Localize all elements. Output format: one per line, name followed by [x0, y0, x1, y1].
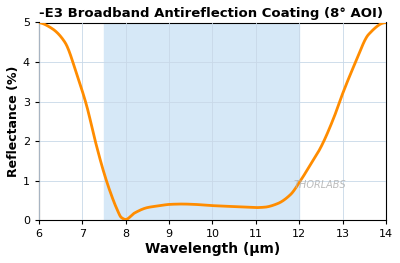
Text: THORLABS: THORLABS	[294, 180, 347, 190]
Y-axis label: Reflectance (%): Reflectance (%)	[7, 66, 20, 177]
X-axis label: Wavelength (μm): Wavelength (μm)	[145, 242, 280, 256]
Bar	[104, 23, 299, 220]
Text: -E3 Broadband Antireflection Coating (8° AOI): -E3 Broadband Antireflection Coating (8°…	[39, 7, 383, 20]
